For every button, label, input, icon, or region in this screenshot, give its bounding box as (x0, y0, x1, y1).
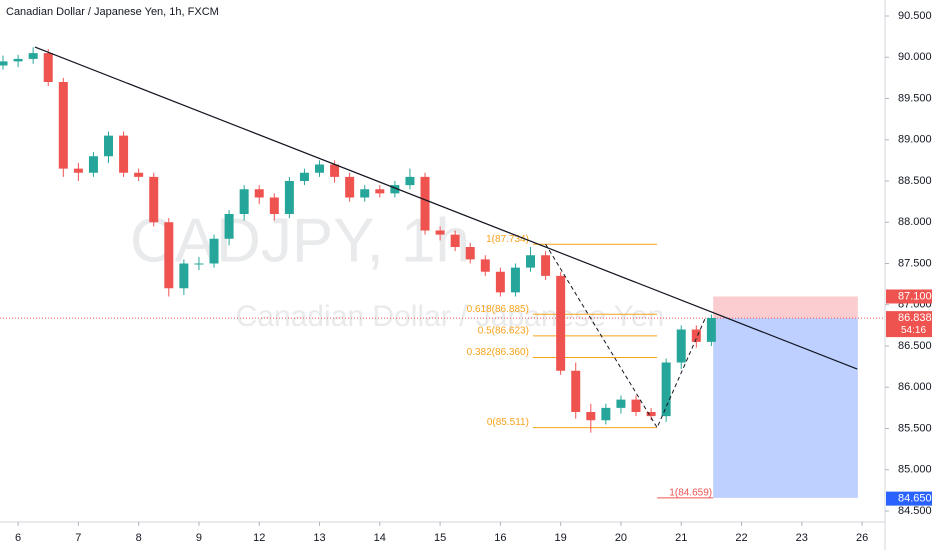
candle-body (58, 82, 68, 169)
y-tick-label: 85.000 (898, 464, 932, 476)
candle-body (661, 362, 671, 417)
y-tick-label: 89.000 (898, 134, 932, 146)
candle-body (315, 164, 325, 173)
candle-body (134, 172, 144, 177)
fib-label: 0.382(86.360) (467, 347, 529, 358)
candle-body (646, 412, 656, 417)
candle-body (330, 164, 340, 177)
candle-body (299, 172, 309, 181)
candle-body (284, 181, 294, 214)
candle-body (435, 230, 445, 235)
y-tick-label: 88.000 (898, 216, 932, 228)
candle-body (616, 399, 626, 408)
candle-body (510, 267, 520, 293)
y-tick-label: 88.500 (898, 175, 932, 187)
y-tick-label: 89.500 (898, 92, 932, 104)
x-tick-label: 20 (615, 532, 627, 544)
candle-body (28, 53, 38, 59)
price-tag (886, 289, 932, 304)
candle-body (420, 176, 430, 231)
x-tick-label: 19 (555, 532, 567, 544)
candle-body (224, 214, 234, 239)
candle-body (405, 176, 415, 186)
candle-body (691, 329, 701, 342)
chart-title: Canadian Dollar / Japanese Yen, 1h, FXCM (6, 6, 219, 18)
candle-body (390, 185, 400, 194)
x-tick-label: 16 (494, 532, 506, 544)
price-tag-label: 87.100 (898, 290, 932, 302)
x-tick-label: 26 (856, 532, 868, 544)
candle-body (209, 238, 219, 264)
y-tick-label: 90.500 (898, 10, 932, 22)
countdown: 54:16 (901, 325, 926, 336)
candle-body (586, 412, 596, 421)
candle-body (104, 135, 114, 157)
fib-label: 0.5(86.623) (478, 325, 529, 336)
x-tick-label: 23 (796, 532, 808, 544)
candle-body (254, 189, 264, 198)
candle-body (88, 156, 98, 173)
candle-body (465, 247, 475, 260)
candle-body (571, 370, 581, 412)
price-tag-label: 84.650 (898, 493, 932, 505)
fib-label: 0(85.511) (487, 417, 529, 428)
candle-body (526, 255, 536, 268)
x-tick-label: 8 (136, 532, 142, 544)
candle-body (43, 53, 53, 82)
y-tick-label: 85.500 (898, 422, 932, 434)
candle-body (601, 407, 611, 421)
y-tick-label: 86.000 (898, 381, 932, 393)
x-tick-label: 15 (434, 532, 446, 544)
candle-body (269, 197, 279, 214)
candle-body (450, 234, 460, 247)
candle-body (375, 189, 385, 194)
candle-body (676, 329, 686, 363)
candle-body (119, 135, 129, 173)
candle-body (194, 263, 204, 265)
candle-body (13, 58, 23, 62)
x-tick-label: 21 (675, 532, 687, 544)
candle-body (541, 255, 551, 276)
target-zone (713, 318, 858, 498)
current-price-tag (886, 311, 932, 338)
candle-body (149, 176, 159, 223)
candle-body (480, 259, 490, 272)
candle-body (164, 222, 174, 289)
y-tick-label: 86.500 (898, 340, 932, 352)
candle-body (495, 271, 505, 293)
y-tick-label: 90.000 (898, 51, 932, 63)
candle-body (360, 189, 370, 198)
candle-body (179, 263, 189, 289)
pattern-line (545, 243, 706, 429)
trend-line (34, 46, 858, 370)
fib-label: 1(87.734) (486, 234, 529, 245)
stop-zone (713, 296, 858, 319)
candle-body (73, 168, 83, 173)
candle-body (0, 61, 8, 66)
x-tick-label: 6 (15, 532, 21, 544)
x-tick-label: 22 (735, 532, 747, 544)
price-tag (886, 491, 932, 506)
x-tick-label: 14 (374, 532, 386, 544)
candle-body (631, 399, 641, 412)
candle-body (345, 176, 355, 198)
y-tick-label: 87.500 (898, 257, 932, 269)
fib-label: 0.618(86.885) (467, 304, 529, 315)
target-label: 1(84.659) (669, 488, 712, 499)
x-tick-label: 13 (313, 532, 325, 544)
current-price-label: 86.838 (898, 312, 932, 324)
x-tick-label: 7 (75, 532, 81, 544)
watermark-subtitle: Canadian Dollar / Japanese Yen (236, 300, 665, 333)
x-tick-label: 12 (253, 532, 265, 544)
y-tick-label: 84.500 (898, 505, 932, 517)
candle-body (239, 189, 249, 214)
candle-body (556, 275, 566, 371)
candle-body (706, 317, 716, 342)
x-tick-label: 9 (196, 532, 202, 544)
